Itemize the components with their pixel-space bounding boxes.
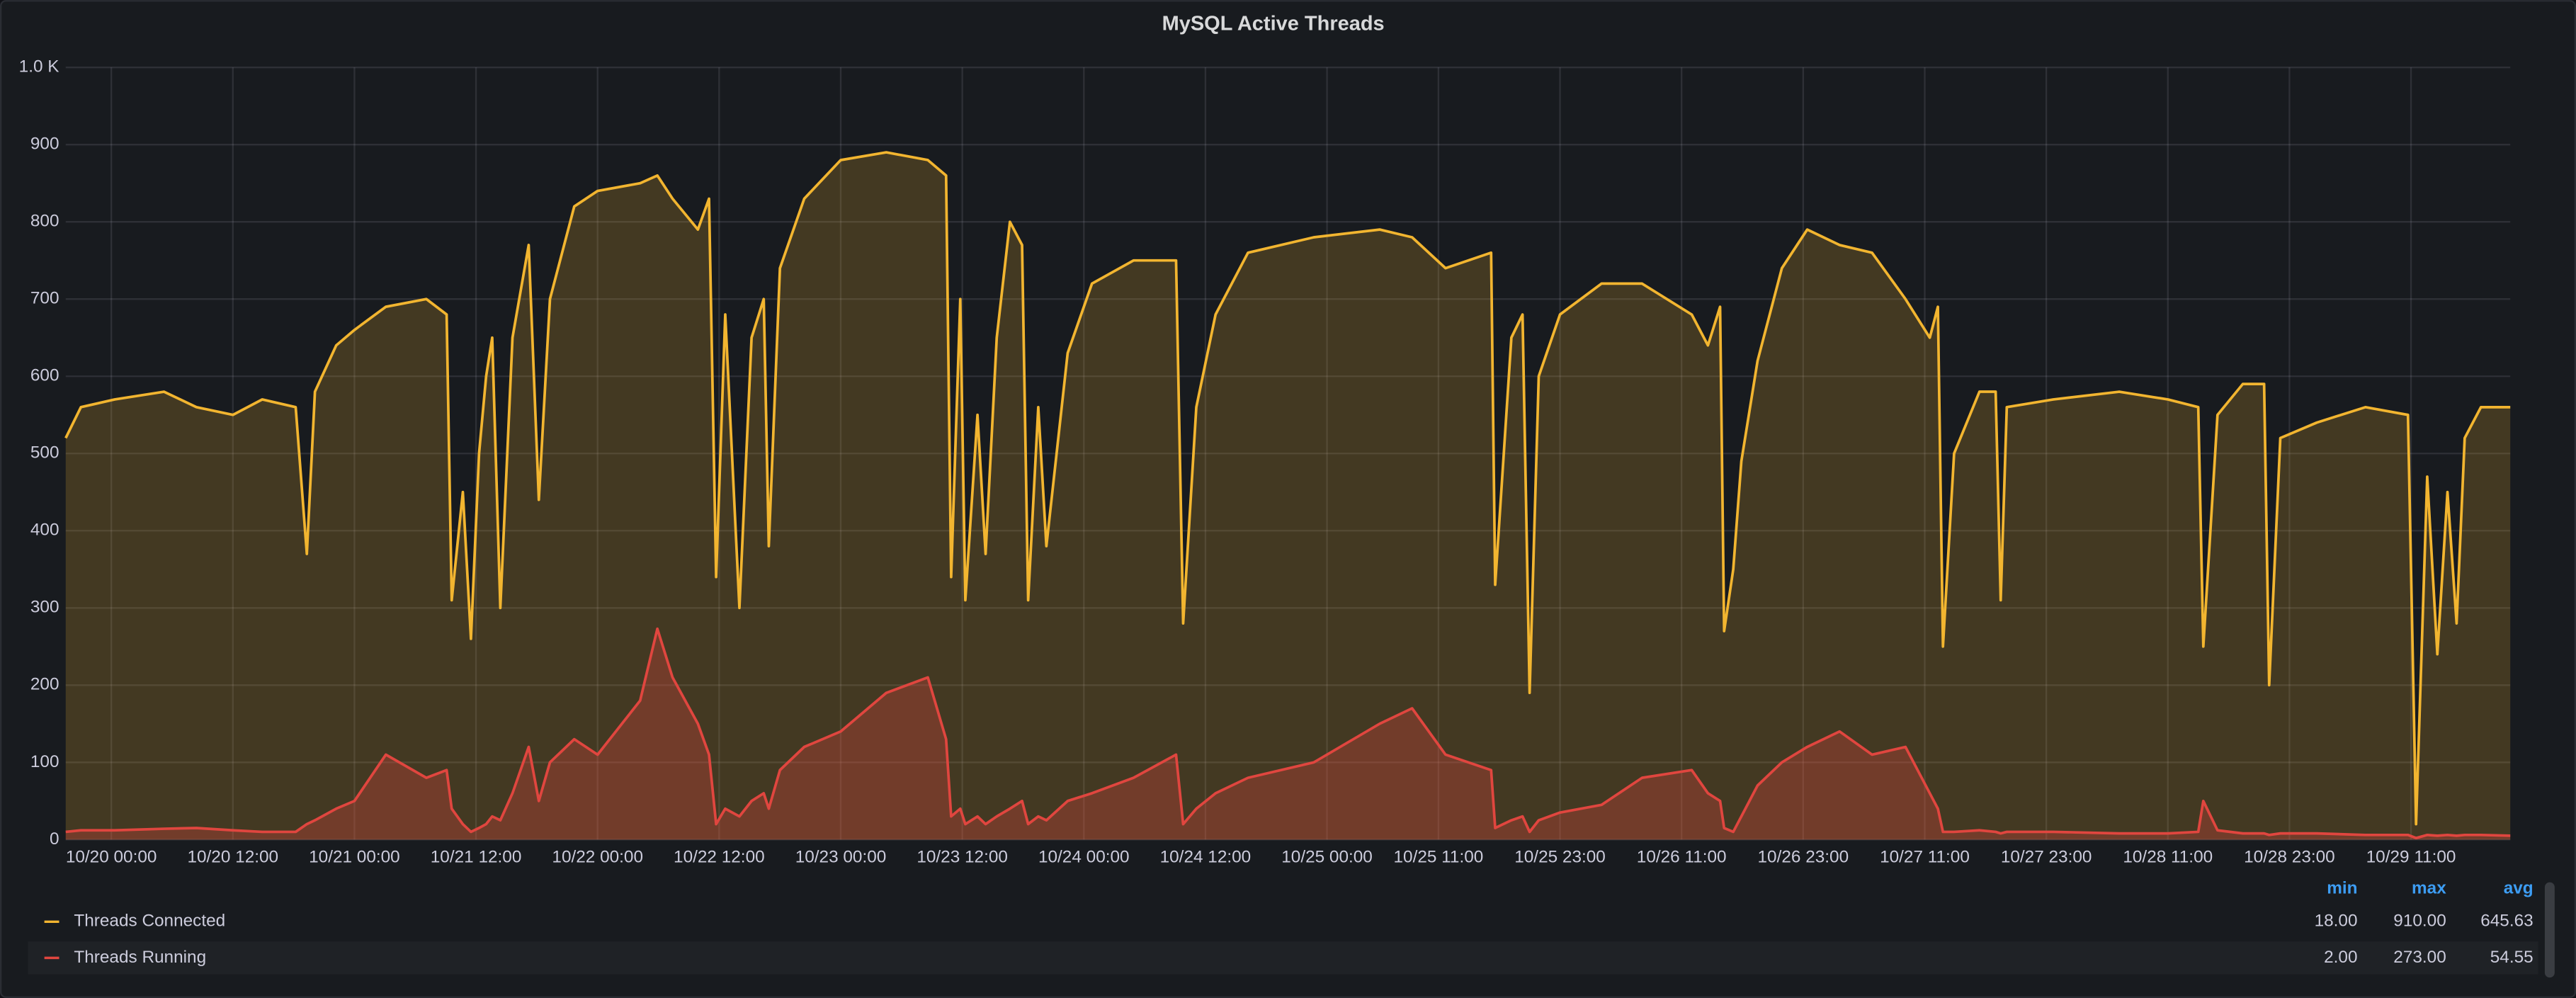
y-tick-label: 400 bbox=[30, 521, 59, 540]
x-tick-label: 10/21 00:00 bbox=[309, 847, 400, 866]
legend-value: 910.00 bbox=[2393, 912, 2446, 931]
x-tick-label: 10/22 12:00 bbox=[674, 847, 765, 866]
area-fill bbox=[65, 152, 2511, 840]
area-fill bbox=[65, 628, 2511, 840]
x-tick-label: 10/29 11:00 bbox=[2366, 847, 2456, 866]
y-tick-label: 900 bbox=[30, 135, 59, 154]
legend-label[interactable]: Threads Running bbox=[74, 948, 206, 967]
legend-header[interactable]: min bbox=[2327, 878, 2357, 897]
x-tick-label: 10/25 00:00 bbox=[1281, 847, 1373, 866]
x-tick-label: 10/28 23:00 bbox=[2244, 847, 2335, 866]
y-tick-label: 500 bbox=[30, 443, 59, 463]
legend-header[interactable]: max bbox=[2412, 878, 2446, 897]
x-tick-label: 10/23 12:00 bbox=[917, 847, 1008, 866]
legend-value: 645.63 bbox=[2480, 912, 2533, 931]
x-tick-label: 10/23 00:00 bbox=[795, 847, 887, 866]
legend-value: 18.00 bbox=[2315, 912, 2358, 931]
legend-value: 273.00 bbox=[2393, 948, 2446, 967]
scrollbar[interactable] bbox=[2544, 882, 2555, 978]
x-tick-label: 10/20 12:00 bbox=[187, 847, 278, 866]
x-tick-label: 10/27 11:00 bbox=[1880, 847, 1970, 866]
y-tick-label: 700 bbox=[30, 289, 59, 308]
y-tick-label: 800 bbox=[30, 212, 59, 231]
y-tick-label: 0 bbox=[50, 829, 59, 849]
x-tick-label: 10/26 11:00 bbox=[1637, 847, 1727, 866]
legend-row-highlight bbox=[28, 941, 2538, 975]
legend-label[interactable]: Threads Connected bbox=[74, 912, 225, 931]
x-tick-label: 10/21 12:00 bbox=[431, 847, 522, 866]
x-tick-label: 10/26 23:00 bbox=[1758, 847, 1849, 866]
x-tick-label: 10/22 00:00 bbox=[552, 847, 643, 866]
panel-title: MySQL Active Threads bbox=[1162, 13, 1385, 35]
x-tick-label: 10/28 11:00 bbox=[2123, 847, 2213, 866]
legend-value: 54.55 bbox=[2490, 948, 2534, 967]
x-tick-label: 10/20 00:00 bbox=[66, 847, 157, 866]
y-tick-label: 600 bbox=[30, 366, 59, 385]
x-tick-label: 10/24 12:00 bbox=[1160, 847, 1252, 866]
y-tick-label: 300 bbox=[30, 598, 59, 617]
series-line bbox=[65, 627, 2511, 840]
y-tick-label: 1.0 K bbox=[19, 57, 59, 76]
legend-header[interactable]: avg bbox=[2504, 878, 2534, 897]
series-line bbox=[64, 151, 2511, 826]
y-tick-label: 200 bbox=[30, 675, 59, 694]
x-tick-label: 10/27 23:00 bbox=[2001, 847, 2092, 866]
y-tick-label: 100 bbox=[30, 752, 59, 771]
x-tick-label: 10/25 11:00 bbox=[1394, 847, 1484, 866]
x-tick-label: 10/25 23:00 bbox=[1514, 847, 1606, 866]
legend-value: 2.00 bbox=[2324, 948, 2357, 967]
x-tick-label: 10/24 00:00 bbox=[1038, 847, 1130, 866]
